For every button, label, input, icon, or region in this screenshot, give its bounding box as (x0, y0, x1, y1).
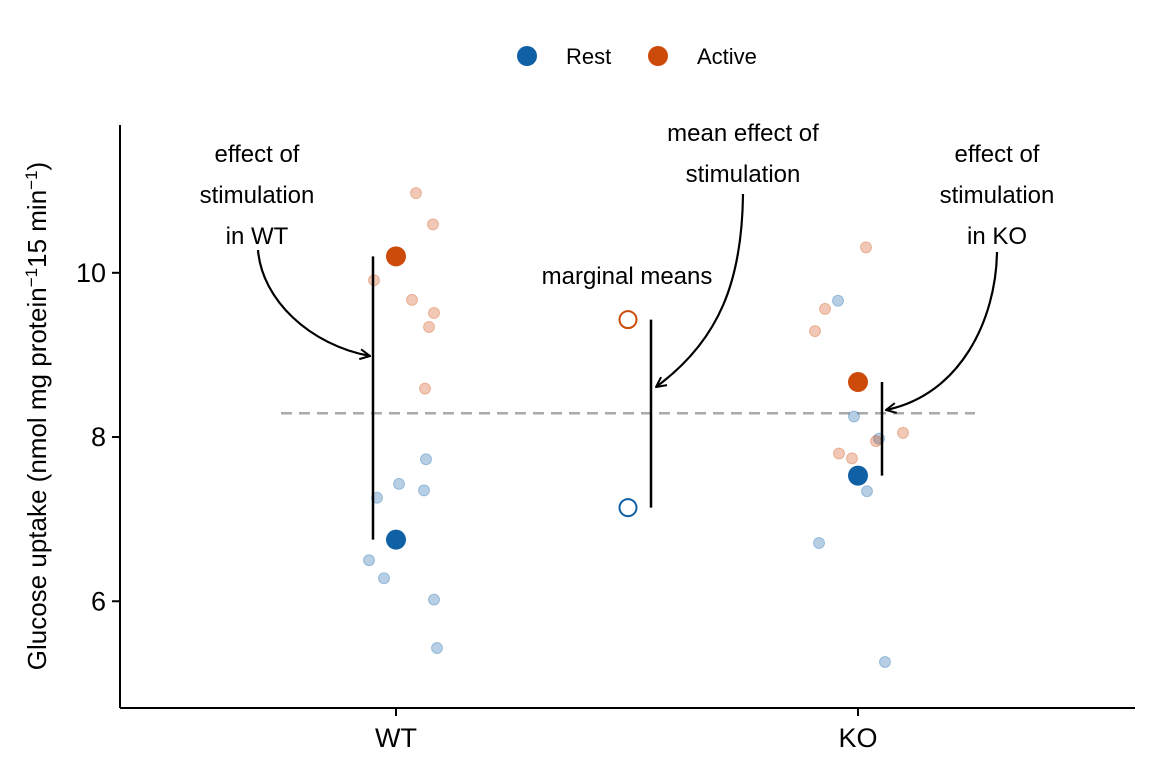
legend-swatch-rest (517, 46, 537, 66)
data-point-rest-wt (393, 477, 405, 490)
data-point-active-ko (870, 435, 882, 448)
legend-swatch-active (648, 46, 668, 66)
annotation-line: effect of (215, 141, 300, 168)
annotation-effect-wt: effect of stimulation in WT (200, 141, 315, 250)
y-axis-title-part: −1 (22, 268, 41, 287)
data-point-active-ko (846, 452, 858, 465)
annotation-line: mean effect of (667, 120, 819, 147)
annotation-line: marginal means (542, 263, 713, 290)
group-mean-active-wt (386, 246, 406, 267)
data-point-rest-ko (848, 410, 860, 423)
x-tick-label-ko: KO (838, 723, 877, 753)
y-axis-title-part: Glucose uptake (nmol mg protein (22, 287, 52, 670)
annotation-mean-effect: mean effect of stimulation (667, 120, 819, 188)
arrow-effect-ko (886, 251, 999, 410)
legend-label-rest: Rest (566, 44, 611, 69)
y-axis-title-part: −1 (22, 170, 41, 189)
y-tick-label: 10 (76, 258, 106, 288)
annotation-effect-ko: effect of stimulation in KO (940, 141, 1055, 250)
data-point-rest-ko (813, 536, 825, 549)
data-point-active-ko (809, 325, 821, 338)
group-mean-rest-wt (386, 529, 406, 550)
arrow-effect-wt (256, 249, 370, 356)
x-tick-label-wt: WT (375, 723, 417, 753)
y-axis-title-part: 15 min (22, 190, 52, 268)
data-point-active-wt (428, 307, 440, 320)
marginal-mean-active (618, 310, 638, 330)
data-point-active-ko (897, 426, 909, 439)
annotation-marginal-means: marginal means (542, 263, 713, 290)
data-point-active-wt (423, 320, 435, 333)
data-point-active-ko (833, 447, 845, 460)
y-axis-title-part: ) (22, 162, 52, 171)
data-point-rest-ko (861, 485, 873, 498)
data-point-rest-wt (363, 554, 375, 567)
annotation-line: in WT (226, 223, 289, 250)
data-point-active-wt (419, 382, 431, 395)
data-point-rest-wt (420, 453, 432, 466)
data-point-rest-wt (378, 572, 390, 585)
legend-label-active: Active (697, 44, 757, 69)
data-point-active-wt (427, 218, 439, 231)
data-point-active-wt (406, 293, 418, 306)
data-point-rest-ko (832, 294, 844, 307)
data-point-active-wt (410, 187, 422, 200)
group-mean-active-ko (848, 372, 868, 393)
annotation-line: in KO (967, 223, 1027, 250)
data-point-rest-wt (418, 484, 430, 497)
marginal-mean-rest (618, 498, 638, 518)
data-point-active-ko (819, 302, 831, 315)
arrow-mean-effect (656, 193, 745, 387)
data-point-rest-wt (428, 593, 440, 606)
data-point-rest-ko (879, 656, 891, 669)
y-axis-title: Glucose uptake (nmol mg protein−115 min−… (22, 162, 53, 670)
annotation-line: stimulation (686, 161, 801, 188)
y-tick-label: 8 (91, 422, 106, 452)
y-tick-label: 6 (91, 586, 106, 616)
annotation-line: stimulation (200, 182, 315, 209)
group-mean-rest-ko (848, 465, 868, 486)
data-point-active-ko (860, 241, 872, 254)
annotation-line: effect of (955, 141, 1040, 168)
data-point-rest-wt (431, 642, 443, 655)
annotation-line: stimulation (940, 182, 1055, 209)
